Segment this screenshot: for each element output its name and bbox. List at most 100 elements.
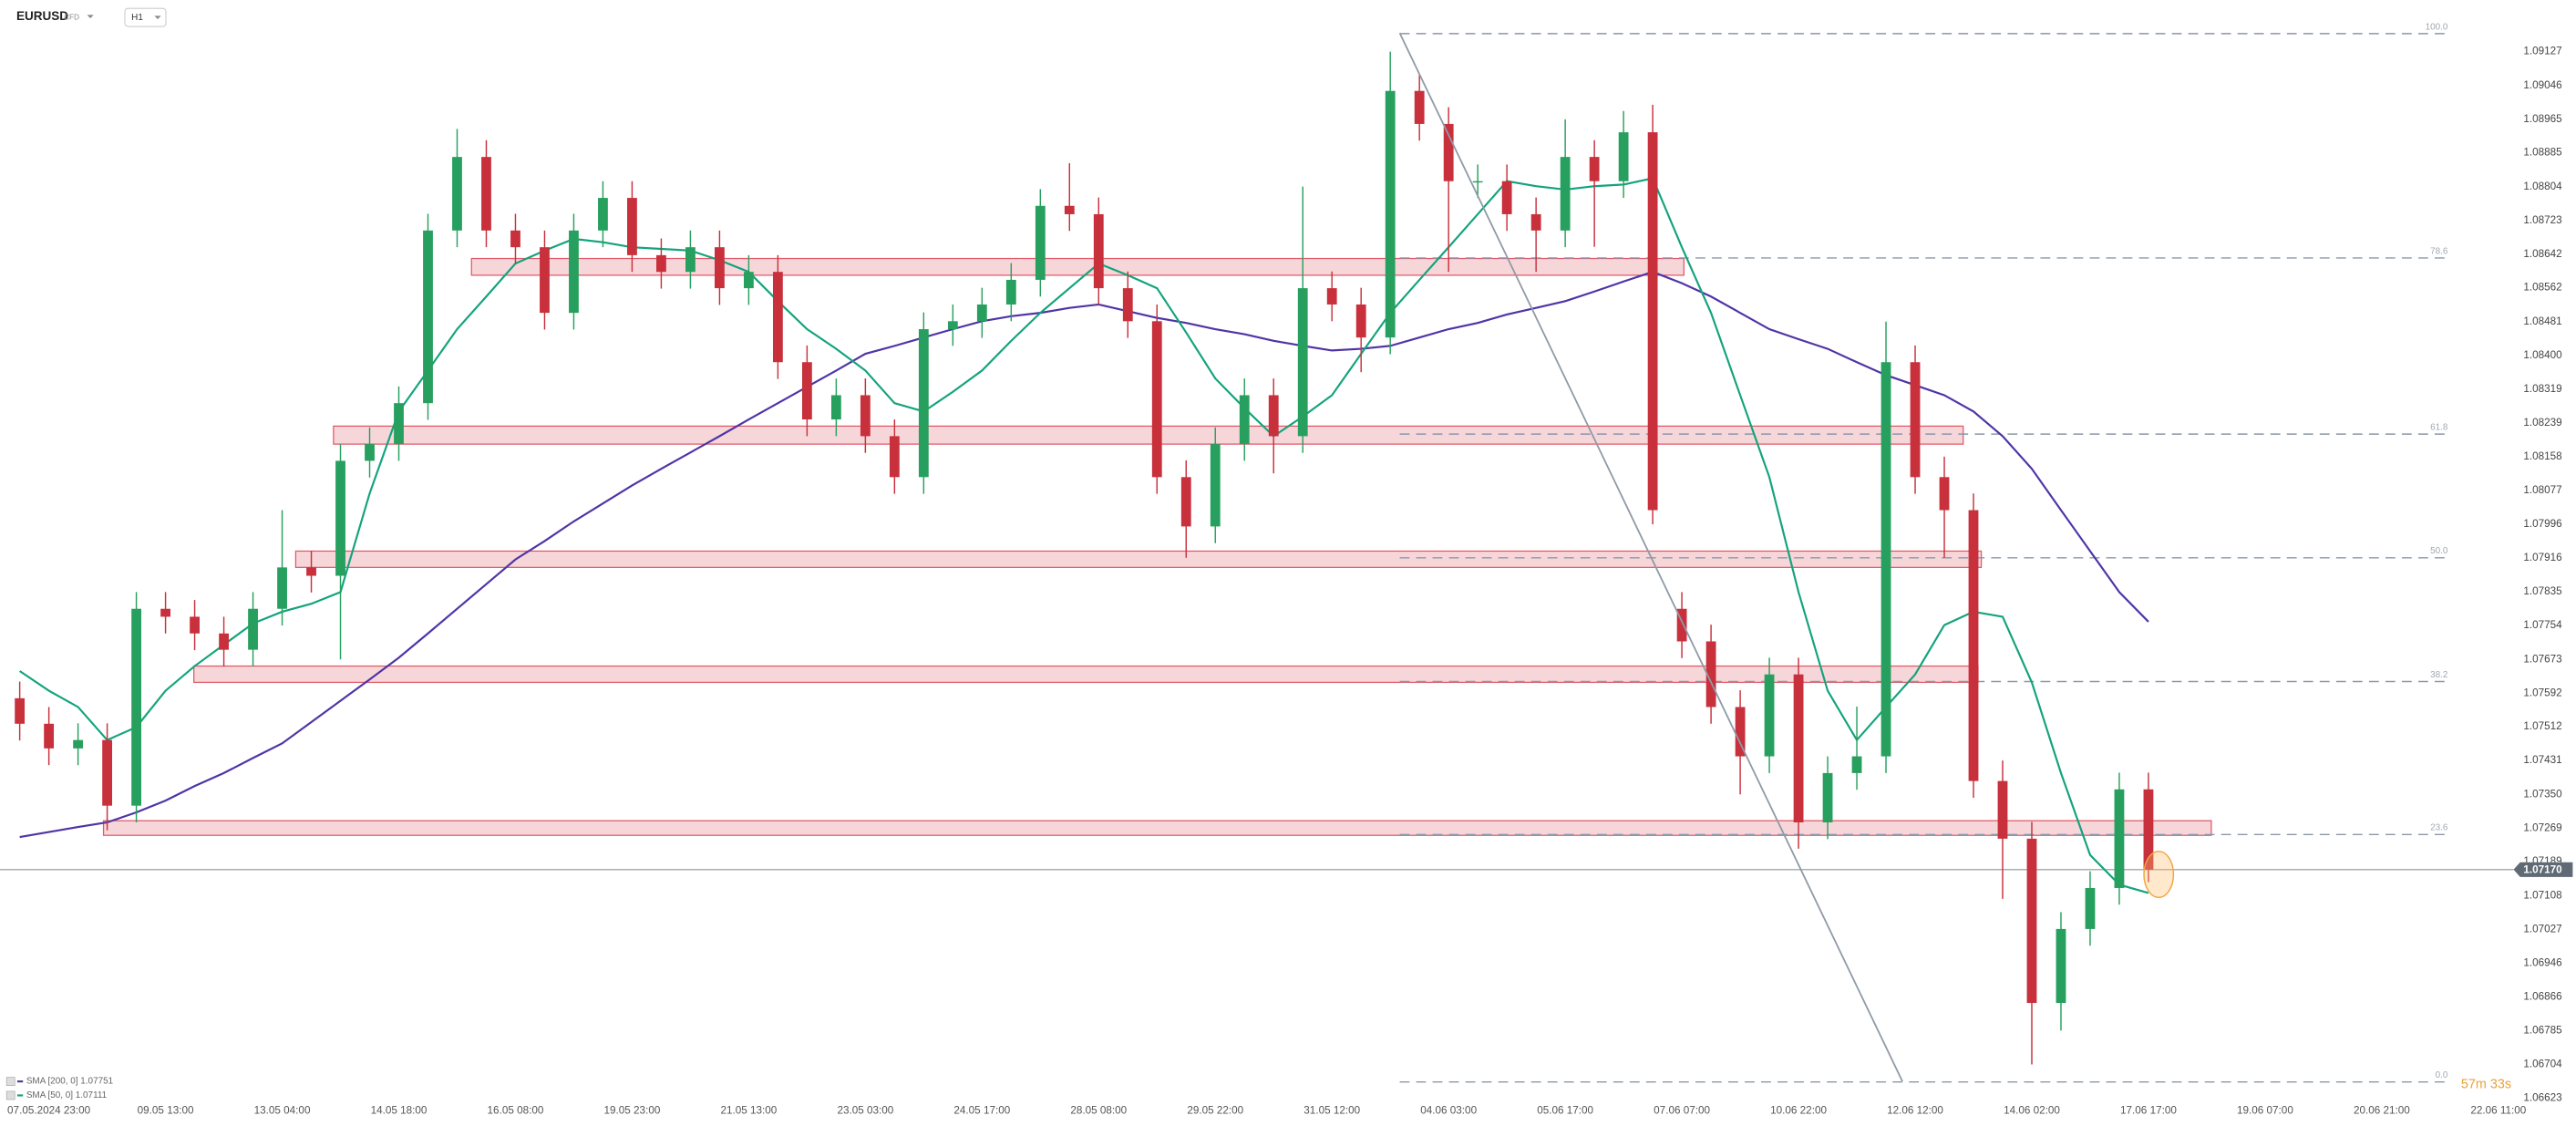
- x-tick-label: 31.05 12:00: [1303, 1105, 1360, 1117]
- timeframe-box[interactable]: [124, 7, 167, 27]
- y-tick-label: 1.07916: [2523, 552, 2561, 563]
- candle-body: [1764, 674, 1775, 757]
- candle-body: [656, 254, 666, 273]
- y-tick-label: 1.06623: [2523, 1092, 2561, 1104]
- candle-body: [1705, 641, 1716, 708]
- candle-body: [1355, 304, 1366, 338]
- symbol[interactable]: EURUSD: [16, 9, 68, 23]
- x-tick-label: 29.05 22:00: [1187, 1105, 1243, 1117]
- y-tick-label: 1.06704: [2523, 1059, 2562, 1070]
- candle-body: [2143, 789, 2154, 870]
- candle-body: [131, 608, 141, 806]
- sma-line: [19, 271, 2149, 839]
- candle-body: [1735, 707, 1746, 757]
- fib-trend-line: [1398, 32, 1903, 1082]
- x-tick-label: 22.06 11:00: [2470, 1105, 2526, 1117]
- y-tick-label: 1.08400: [2523, 349, 2562, 361]
- y-tick-label: 1.08239: [2523, 417, 2561, 429]
- x-tick-label: 07.06 07:00: [1654, 1105, 1710, 1117]
- y-tick-label: 1.07027: [2523, 923, 2561, 935]
- candle-body: [1676, 608, 1687, 642]
- x-tick-label: 12.06 12:00: [1887, 1105, 1943, 1117]
- candle-body: [1589, 157, 1600, 181]
- candle-body: [277, 567, 287, 609]
- candle-body: [1530, 213, 1541, 231]
- timeframe-dropdown[interactable]: [154, 15, 161, 19]
- fib-label: 23.6: [2430, 823, 2448, 833]
- y-tick-label: 1.06785: [2523, 1024, 2562, 1036]
- price-tag-label: 1.07170: [2523, 863, 2562, 875]
- countdown: 57m 33s: [2461, 1078, 2511, 1092]
- symbol-dropdown[interactable]: [87, 15, 94, 19]
- candle-body: [2085, 887, 2096, 929]
- y-tick-label: 1.08562: [2523, 282, 2561, 294]
- candle-body: [1385, 90, 1396, 338]
- instrument-type: CFD: [64, 13, 79, 21]
- legend-icon: [5, 1077, 15, 1086]
- x-tick-label: 21.05 13:00: [720, 1105, 777, 1117]
- x-tick-label: 19.05 23:00: [604, 1105, 661, 1117]
- x-tick-label: 16.05 08:00: [488, 1105, 544, 1117]
- y-tick-label: 1.08077: [2523, 484, 2561, 496]
- highlight-circle: [2143, 851, 2175, 898]
- candle-body: [306, 567, 316, 576]
- fib-label: 50.0: [2430, 546, 2448, 556]
- candle-body: [1939, 477, 1950, 511]
- candle-body: [1414, 90, 1425, 124]
- candle-body: [1035, 205, 1046, 280]
- y-tick-label: 1.07673: [2523, 653, 2561, 665]
- y-tick-label: 1.07592: [2523, 687, 2561, 698]
- candle-body: [102, 739, 113, 806]
- candle-body: [1093, 213, 1104, 289]
- candle-body: [1618, 132, 1629, 181]
- candle-body: [685, 247, 696, 273]
- candle-body: [2056, 928, 2066, 1004]
- plot: 100.0 78.6 61.8 50.0 38.2 23.6 0.0 07.05.2024 2…: [0, 22, 2573, 1117]
- fib-label: 100.0: [2426, 22, 2448, 32]
- candle-body: [248, 608, 258, 650]
- candle-body: [1560, 157, 1571, 231]
- candle-body: [598, 198, 608, 231]
- candle-body: [2114, 789, 2125, 888]
- x-tick-label: 10.06 22:00: [1770, 1105, 1827, 1117]
- candle-body: [772, 272, 783, 363]
- candle-body: [860, 395, 871, 437]
- legend-icon: [5, 1090, 15, 1100]
- candle-body: [1239, 395, 1250, 445]
- x-tick-label: 20.06 21:00: [2354, 1105, 2410, 1117]
- candle-body: [1326, 288, 1337, 305]
- sr-zone: [470, 257, 1685, 276]
- y-tick-label: 1.06946: [2523, 957, 2561, 969]
- y-tick-label: 1.08642: [2523, 248, 2561, 260]
- y-tick-label: 1.07431: [2523, 754, 2561, 766]
- candle-body: [190, 616, 200, 634]
- candle-body: [918, 329, 929, 478]
- candle-body: [743, 272, 754, 289]
- legend-label: SMA [200, 0] 1.07751: [26, 1077, 114, 1087]
- candle-body: [1297, 288, 1308, 437]
- candle-body: [1822, 772, 1833, 822]
- candle-body: [714, 247, 725, 289]
- y-tick-label: 1.07754: [2523, 619, 2562, 631]
- x-tick-label: 24.05 17:00: [953, 1105, 1010, 1117]
- candle-body: [1210, 444, 1221, 527]
- timeframe[interactable]: H1: [131, 13, 143, 23]
- sr-zone: [333, 425, 1964, 445]
- candle-body: [1064, 205, 1075, 214]
- candle-body: [889, 436, 900, 478]
- candle-body: [1005, 279, 1016, 305]
- y-tick-label: 1.07108: [2523, 889, 2561, 901]
- candle-body: [510, 230, 520, 248]
- candle-body: [44, 723, 55, 749]
- x-tick-label: 13.05 04:00: [254, 1105, 311, 1117]
- sma-line: [19, 177, 2149, 894]
- candle-body: [1968, 510, 1979, 781]
- fib-label: 61.8: [2430, 423, 2448, 433]
- x-tick-label: 09.05 13:00: [138, 1105, 194, 1117]
- y-tick-label: 1.08965: [2523, 113, 2562, 125]
- y-tick-label: 1.08319: [2523, 383, 2561, 395]
- candle-body: [1880, 362, 1891, 757]
- y-tick-label: 1.07996: [2523, 518, 2561, 530]
- candle-body: [1151, 321, 1162, 478]
- y-tick-label: 1.06866: [2523, 990, 2561, 1002]
